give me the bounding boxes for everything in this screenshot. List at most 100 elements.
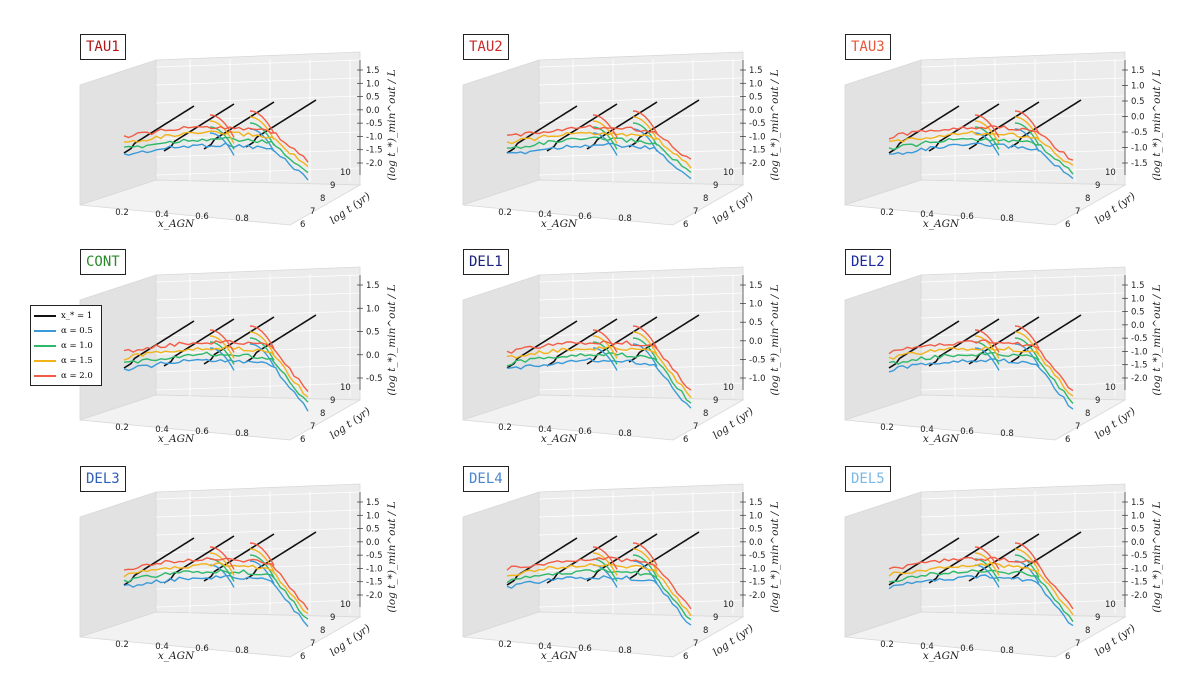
z-tick-label: -1.5 xyxy=(366,146,383,156)
z-tick-label: 0.0 xyxy=(366,106,380,116)
curve xyxy=(974,329,1000,353)
legend-entry: α = 2.0 xyxy=(34,368,98,383)
z-tick-label: 0.0 xyxy=(749,106,763,116)
x-axis-label: x_AGN xyxy=(541,650,578,662)
legend-swatch xyxy=(34,314,56,317)
curve xyxy=(506,136,692,174)
curve xyxy=(249,554,275,578)
z-tick-label: -1.0 xyxy=(1131,347,1148,357)
y-tick-label: 8 xyxy=(703,626,708,636)
y-tick-label: 7 xyxy=(693,207,698,217)
subplot-del1: 1.5 1.0 0.5 0.0 -0.5 -1.0 (log t_*)_min^out / … xyxy=(383,230,781,455)
subplot-title: TAU1 xyxy=(80,34,126,60)
y-tick-label: 7 xyxy=(693,422,698,432)
curve xyxy=(632,116,658,140)
z-tick-label: 1.0 xyxy=(366,304,380,314)
y-tick-label: 7 xyxy=(1075,207,1080,217)
x-tick-label: 0.4 xyxy=(155,425,169,435)
x-tick-label: 0.6 xyxy=(195,212,209,222)
y-tick-label: 10 xyxy=(723,600,734,610)
x-axis-label: x_AGN xyxy=(923,218,960,230)
z-tick-label: 1.5 xyxy=(1131,281,1145,291)
z-tick-label: -0.5 xyxy=(1131,128,1148,138)
series-3 xyxy=(506,116,692,169)
legend-label: x_* = 1 xyxy=(61,310,93,321)
x-tick-label: 0.8 xyxy=(618,214,632,224)
z-tick-label: 1.0 xyxy=(366,79,380,89)
z-tick-label: 0.5 xyxy=(366,93,380,103)
curve xyxy=(974,114,1000,138)
subplot-cont: 1.5 1.0 0.5 0.0 -0.5 (log t_*)_min^out / L 0.2… xyxy=(0,230,398,455)
y-tick-label: 7 xyxy=(310,207,315,217)
curve xyxy=(506,142,692,180)
x-tick-label: 0.8 xyxy=(1000,646,1014,656)
floor-pane xyxy=(79,179,362,226)
z-tick-label: 0.0 xyxy=(366,538,380,548)
y-tick-label: 9 xyxy=(330,396,335,406)
series-3 xyxy=(888,116,1074,166)
z-tick-label: -2.0 xyxy=(366,159,383,169)
curve xyxy=(506,124,692,160)
curve xyxy=(586,533,658,582)
curve xyxy=(209,552,235,576)
z-tick-label: 0.5 xyxy=(1131,97,1145,107)
curve xyxy=(123,339,309,392)
y-tick-label: 8 xyxy=(320,194,325,204)
curve xyxy=(592,329,618,353)
curve xyxy=(888,137,1074,175)
x-tick-label: 0.6 xyxy=(960,644,974,654)
z-tick-label: -2.0 xyxy=(1131,374,1148,384)
x-tick-label: 0.6 xyxy=(195,644,209,654)
z-tick-label: 1.0 xyxy=(1131,294,1145,304)
z-tick-label: 1.5 xyxy=(749,498,763,508)
subplot-canvas: 1.5 1.0 0.5 0.0 -0.5 -1.0 -1.5 -2.0 (log t_*)_mi… xyxy=(462,483,781,662)
curve xyxy=(632,331,658,355)
legend-swatch xyxy=(34,329,56,332)
curve xyxy=(888,339,1074,392)
back-pane xyxy=(538,483,744,618)
x-tick-label: 0.2 xyxy=(115,640,129,650)
curve xyxy=(592,558,618,582)
x-tick-label: 0.4 xyxy=(920,642,934,652)
curve xyxy=(968,533,1040,582)
y-tick-label: 9 xyxy=(713,613,718,623)
x-tick-label: 0.6 xyxy=(578,427,592,437)
curve xyxy=(123,351,309,403)
back-pane xyxy=(155,266,361,401)
y-tick-label: 9 xyxy=(713,396,718,406)
x-tick-label: 0.8 xyxy=(1000,214,1014,224)
z-tick-label: -1.0 xyxy=(749,132,766,142)
z-tick-label: -2.0 xyxy=(1131,591,1148,601)
y-tick-label: 9 xyxy=(330,181,335,191)
curve xyxy=(249,325,275,349)
y-tick-label: 10 xyxy=(723,383,734,393)
curve xyxy=(888,130,1074,166)
z-tick-label: 0.0 xyxy=(1131,113,1145,123)
curve xyxy=(249,331,275,355)
x-tick-label: 0.2 xyxy=(115,423,129,433)
y-tick-label: 6 xyxy=(1065,652,1070,662)
series-3 xyxy=(123,548,309,615)
legend-swatch xyxy=(34,374,56,377)
back-pane xyxy=(155,483,361,618)
z-tick-label: 1.5 xyxy=(366,66,380,76)
z-axis-label: (log t_*)_min^out / L xyxy=(1151,69,1163,180)
y-tick-label: 9 xyxy=(1095,396,1100,406)
z-axis-label: (log t_*)_min^out / L xyxy=(769,284,781,395)
curve xyxy=(974,552,1000,576)
curve xyxy=(632,554,658,578)
curve xyxy=(592,120,618,144)
z-tick-label: -0.5 xyxy=(749,551,766,561)
curve xyxy=(1014,337,1040,361)
z-tick-label: -1.0 xyxy=(749,374,766,384)
z-tick-label: -2.0 xyxy=(749,591,766,601)
z-tick-label: -0.5 xyxy=(749,355,766,365)
z-tick-label: 0.5 xyxy=(749,318,763,328)
y-tick-label: 6 xyxy=(683,220,688,230)
x-axis-label: x_AGN xyxy=(158,650,195,662)
z-tick-label: -1.0 xyxy=(749,564,766,574)
z-tick-label: -0.5 xyxy=(366,551,383,561)
curve xyxy=(1014,542,1040,566)
series-4 xyxy=(506,542,692,610)
